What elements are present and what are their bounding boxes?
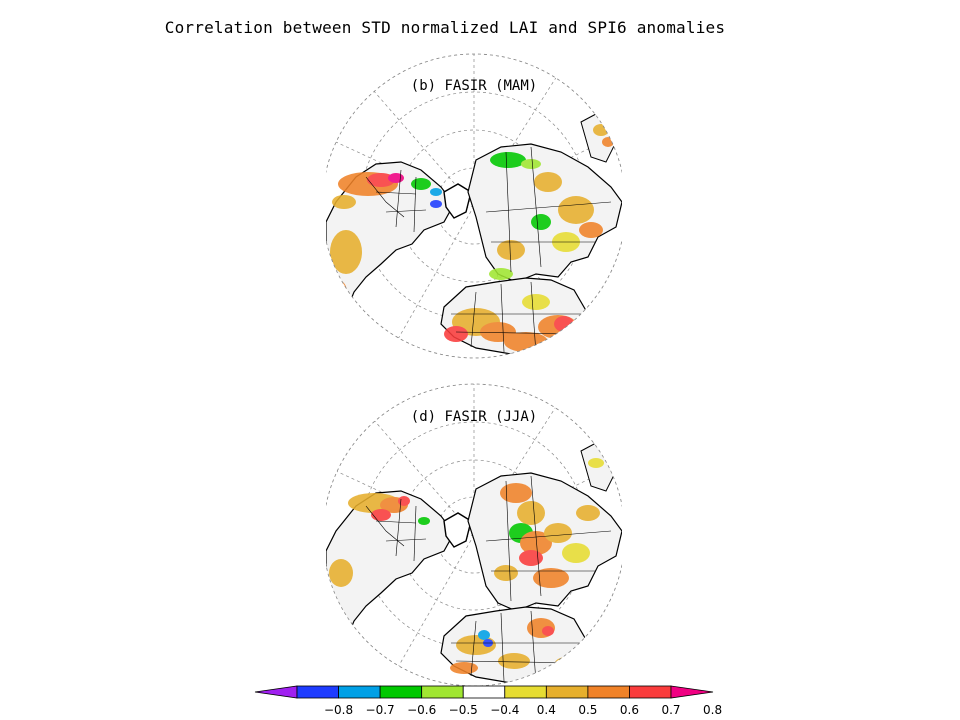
colorbar-tick-label: 0.5 — [578, 703, 598, 717]
colorbar-swatch — [379, 685, 423, 699]
colorbar-tick-label: 0.4 — [536, 703, 556, 717]
colorbar-tick-label: 0.6 — [619, 703, 639, 717]
colorbar-swatch — [296, 685, 339, 699]
colorbar-swatch — [338, 685, 381, 699]
colorbar-swatches — [254, 685, 714, 699]
colorbar-tick-label: −0.6 — [407, 703, 437, 717]
colorbar-tick-label: −0.7 — [365, 703, 395, 717]
colorbar-tick-label: 0.8 — [703, 703, 723, 717]
polar-map-jja — [326, 383, 622, 687]
colorbar-swatch — [421, 685, 464, 699]
borders-jja — [365, 475, 612, 684]
borders-mam — [365, 146, 612, 355]
colorbar-legend: −0.8 −0.7 −0.6 −0.5 −0.4 0.4 0.5 0.6 0.7 0.8 — [250, 682, 730, 720]
colorbar-swatch — [629, 685, 672, 699]
colorbar-swatch — [462, 685, 506, 699]
panel-label-jja: (d) FASIR (JJA) — [410, 409, 538, 425]
colorbar-swatch — [587, 685, 630, 699]
colorbar-tick-label: −0.4 — [490, 703, 520, 717]
map-panel-mam: (b) FASIR (MAM) — [326, 52, 622, 360]
colorbar-swatch-min — [254, 685, 298, 699]
polar-map-mam — [326, 53, 622, 359]
colorbar-swatch — [504, 685, 547, 699]
landmass-greenland-mam — [443, 183, 472, 219]
landmass-eurasia-mam — [467, 143, 622, 283]
landmass-east-asia-mam — [580, 113, 617, 163]
colorbar-tick-label: 0.7 — [661, 703, 681, 717]
colorbar-swatch-max — [670, 685, 714, 699]
page-title: Correlation between STD normalized LAI a… — [164, 18, 726, 37]
colorbar-tick-label: −0.8 — [323, 703, 354, 717]
colorbar-swatch — [545, 685, 589, 699]
colorbar-tick-label: −0.5 — [448, 703, 478, 717]
landmass-greenland-jja — [443, 512, 472, 548]
map-panel-jja: (d) FASIR (JJA) — [326, 383, 622, 688]
landmass-north-america-mam — [326, 161, 455, 323]
panel-label-mam: (b) FASIR (MAM) — [410, 78, 538, 94]
